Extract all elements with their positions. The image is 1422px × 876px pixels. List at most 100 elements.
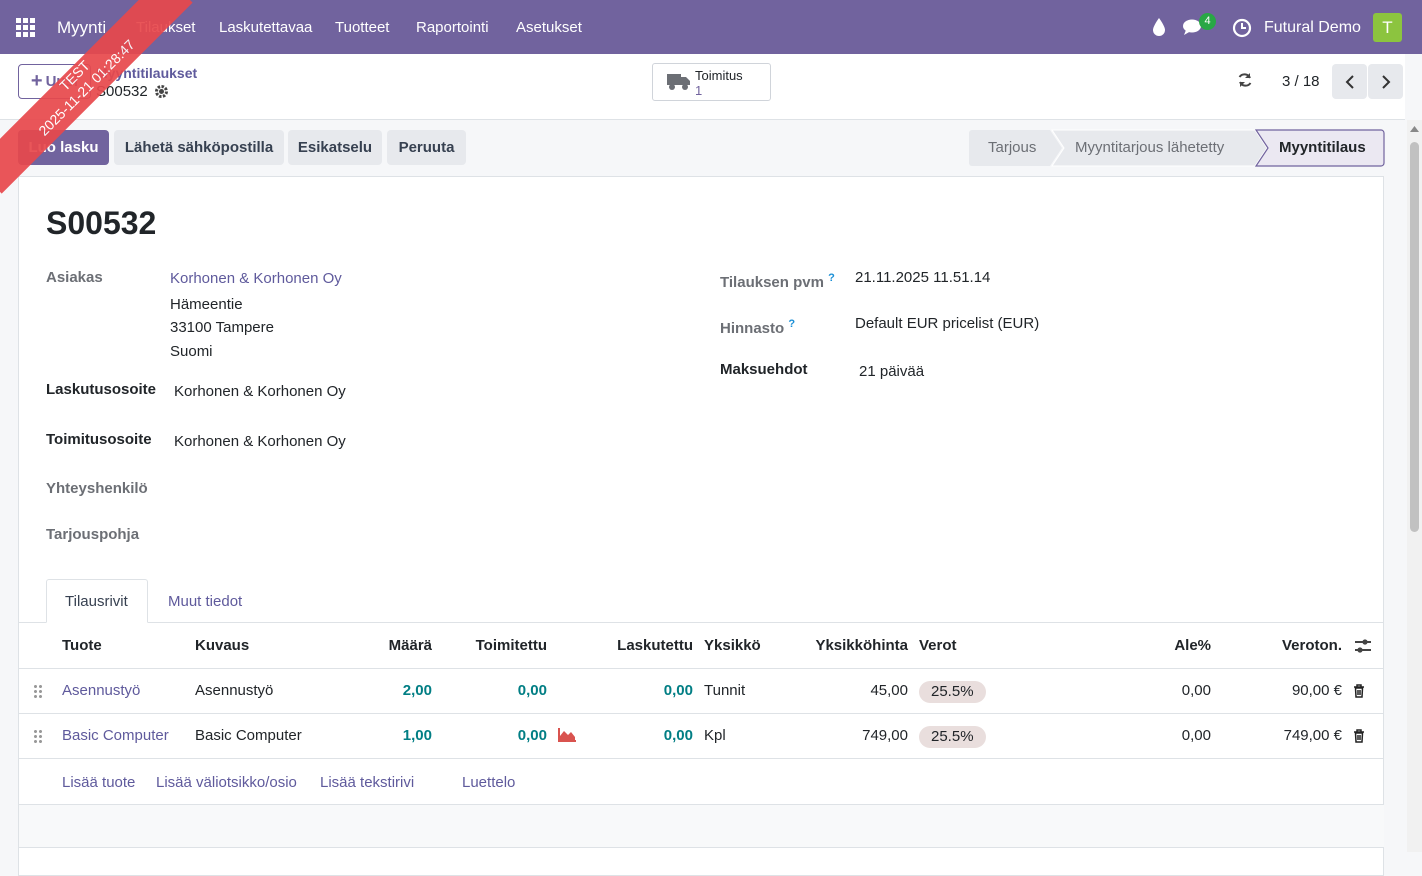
scroll-up[interactable] bbox=[1410, 126, 1419, 132]
form-sheet bbox=[18, 176, 1384, 876]
column-header[interactable]: Yksikkö bbox=[704, 637, 761, 654]
unit-price: 749,00 bbox=[862, 727, 908, 744]
field-label: Maksuehdot bbox=[720, 361, 808, 378]
pager: 3 / 18 bbox=[1282, 73, 1320, 90]
add-link[interactable]: Lisää tuote bbox=[62, 774, 136, 791]
field-label: Asiakas bbox=[46, 269, 103, 286]
subtotal: 749,00 € bbox=[1283, 727, 1342, 744]
scrollbar[interactable] bbox=[1407, 120, 1422, 852]
tab-active[interactable]: Tilausrivit bbox=[46, 579, 148, 623]
statusbar bbox=[969, 129, 1385, 167]
clock-icon[interactable] bbox=[1232, 18, 1252, 38]
tax-tag: 25.5% bbox=[919, 681, 986, 703]
delete-icon[interactable] bbox=[1353, 729, 1365, 743]
gear-icon[interactable] bbox=[154, 84, 169, 99]
smart-button[interactable]: Toimitus 1 bbox=[652, 63, 771, 101]
app-name[interactable]: Myynti bbox=[57, 18, 107, 37]
field-value[interactable]: Korhonen & Korhonen Oy bbox=[174, 433, 346, 450]
action-button[interactable]: Peruuta bbox=[387, 130, 466, 165]
invoiced: 0,00 bbox=[663, 727, 693, 744]
field-value[interactable]: 21.11.2025 11.51.14 bbox=[855, 269, 991, 286]
label-text: Tilauksen pvm bbox=[720, 274, 824, 291]
menu-item[interactable]: Asetukset bbox=[516, 19, 582, 36]
divider bbox=[19, 668, 1384, 669]
column-header[interactable]: Toimitettu bbox=[475, 637, 547, 654]
subtotal: 90,00 € bbox=[1291, 682, 1342, 699]
description[interactable]: Basic Computer bbox=[195, 727, 302, 744]
divider bbox=[19, 758, 1384, 759]
product[interactable]: Basic Computer bbox=[62, 727, 169, 744]
add-link[interactable]: Luettelo bbox=[462, 774, 516, 791]
column-header[interactable]: Laskutettu bbox=[617, 637, 693, 654]
field-value[interactable]: Korhonen & Korhonen Oy bbox=[174, 383, 346, 400]
pager-next[interactable] bbox=[1368, 64, 1403, 99]
tab[interactable]: Muut tiedot bbox=[168, 593, 243, 610]
apps-icon[interactable] bbox=[16, 18, 36, 38]
column-header[interactable]: Määrä bbox=[388, 637, 432, 654]
company[interactable]: Futural Demo bbox=[1264, 19, 1361, 36]
field-label: Tilauksen pvm ? bbox=[720, 268, 835, 293]
field-label: Yhteyshenkilö bbox=[46, 480, 148, 497]
avatar[interactable]: T bbox=[1373, 13, 1402, 42]
help-marker[interactable]: ? bbox=[788, 318, 796, 330]
column-settings[interactable] bbox=[1354, 638, 1372, 654]
unit-price: 45,00 bbox=[870, 682, 908, 699]
delete-icon[interactable] bbox=[1353, 684, 1365, 698]
column-header[interactable]: Verot bbox=[919, 637, 957, 654]
column-header[interactable]: Veroton. bbox=[1281, 637, 1342, 654]
invoiced: 0,00 bbox=[663, 682, 693, 699]
unit: Kpl bbox=[704, 727, 726, 744]
column-header[interactable]: Kuvaus bbox=[195, 637, 250, 654]
divider bbox=[19, 847, 1384, 848]
divider bbox=[19, 804, 1384, 805]
column-header[interactable]: Tuote bbox=[62, 637, 102, 654]
action-button[interactable]: Esikatselu bbox=[288, 130, 382, 165]
field-label: Laskutusosoite bbox=[46, 381, 157, 398]
drag-handle[interactable] bbox=[33, 684, 43, 698]
column-header[interactable]: Yksikköhinta bbox=[815, 637, 908, 654]
divider bbox=[19, 622, 1384, 623]
add-link[interactable]: Lisää tekstirivi bbox=[320, 774, 415, 791]
customer-link[interactable]: Korhonen & Korhonen Oy bbox=[170, 270, 342, 287]
delivered: 0,00 bbox=[517, 727, 547, 744]
pager-prev[interactable] bbox=[1332, 64, 1367, 99]
menu-item[interactable]: Laskutettavaa bbox=[219, 19, 313, 36]
address-line: Suomi bbox=[170, 343, 213, 360]
divider bbox=[19, 713, 1384, 714]
unit: Tunnit bbox=[704, 682, 746, 699]
quantity: 1,00 bbox=[402, 727, 432, 744]
drag-handle[interactable] bbox=[33, 729, 43, 743]
label-text: Hinnasto bbox=[720, 320, 785, 337]
field-label: Tarjouspohja bbox=[46, 526, 140, 543]
help-marker[interactable]: ? bbox=[828, 272, 835, 284]
column-header[interactable]: Ale% bbox=[1174, 637, 1211, 654]
field-label: Toimitusosoite bbox=[46, 431, 152, 448]
status-step[interactable]: Tarjous bbox=[988, 139, 1037, 156]
drop-icon[interactable] bbox=[1151, 17, 1167, 37]
chat-icon[interactable] bbox=[1183, 18, 1205, 36]
menu-item[interactable]: Raportointi bbox=[416, 19, 489, 36]
menu-item[interactable]: Tuotteet bbox=[335, 19, 390, 36]
tab-label: Tilausrivit bbox=[65, 593, 128, 610]
status-step[interactable]: Myyntitarjous lähetetty bbox=[1075, 139, 1225, 156]
field-value[interactable]: 21 päivää bbox=[859, 363, 925, 380]
delivered: 0,00 bbox=[517, 682, 547, 699]
status-step-active: Myyntitilaus bbox=[1279, 139, 1366, 156]
description[interactable]: Asennustyö bbox=[195, 682, 274, 699]
add-link[interactable]: Lisää väliotsikko/osio bbox=[156, 774, 297, 791]
field-label: Hinnasto ? bbox=[720, 314, 795, 339]
table-footer bbox=[19, 805, 1384, 847]
form-title: S00532 bbox=[46, 205, 157, 241]
product[interactable]: Asennustyö bbox=[62, 682, 141, 699]
refresh-icon[interactable] bbox=[1237, 72, 1253, 88]
discount: 0,00 bbox=[1181, 727, 1211, 744]
address-line: 33100 Tampere bbox=[170, 319, 274, 336]
scroll-thumb[interactable] bbox=[1410, 142, 1419, 532]
field-value[interactable]: Default EUR pricelist (EUR) bbox=[855, 315, 1040, 332]
quantity: 2,00 bbox=[402, 682, 432, 699]
action-button[interactable]: Lähetä sähköpostilla bbox=[114, 130, 284, 165]
navbar: Myynti Tilaukset Laskutettavaa Tuotteet … bbox=[0, 0, 1422, 54]
record-name: S00532 bbox=[96, 83, 148, 100]
forecast-icon[interactable] bbox=[558, 728, 576, 742]
